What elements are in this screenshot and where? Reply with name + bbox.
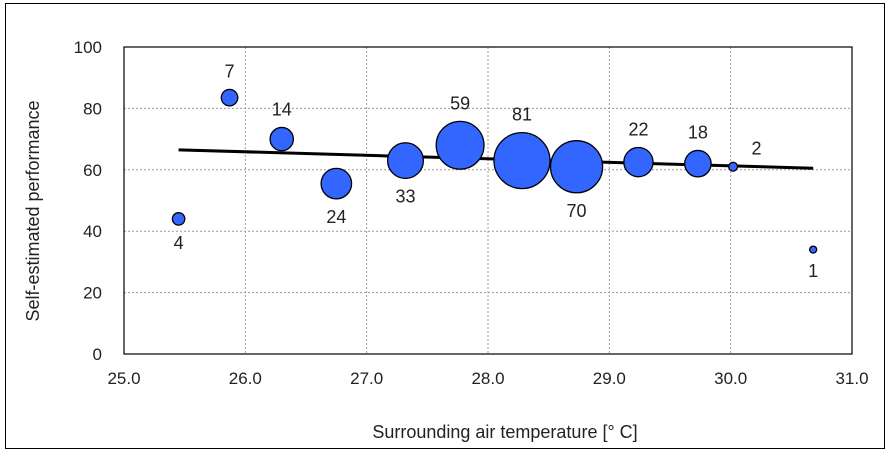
bubbles <box>171 88 818 254</box>
x-tick-label: 27.0 <box>350 369 383 388</box>
x-tick-label: 25.0 <box>107 369 140 388</box>
bubble-point <box>728 161 739 172</box>
bubble-data-label: 7 <box>225 61 235 81</box>
bubble-data-label: 1 <box>808 261 818 281</box>
x-tick-label: 31.0 <box>835 369 868 388</box>
y-tick-label: 20 <box>83 284 102 303</box>
bubble-data-label: 24 <box>326 207 346 227</box>
plot-area-border <box>123 46 853 355</box>
x-tick-label: 29.0 <box>593 369 626 388</box>
y-tick-label: 0 <box>93 345 102 364</box>
y-tick-label: 40 <box>83 222 102 241</box>
bubble-data-label: 4 <box>174 233 184 253</box>
x-axis-title: Surrounding air temperature [° C] <box>372 422 637 442</box>
bubble-data-label: 22 <box>628 120 648 140</box>
bubble-point <box>623 146 654 178</box>
bubble-point <box>171 212 186 226</box>
chart-frame <box>5 3 885 449</box>
axes: 25.0 26.0 27.0 28.0 29.0 30.0 31.0 0 20 40 60 80 100 <box>74 38 869 388</box>
bubble-data-label: 2 <box>751 139 761 159</box>
x-tick-label: 30.0 <box>714 369 747 388</box>
y-axis-title: Self-estimated performance <box>23 100 43 321</box>
bubble-data-label: 70 <box>567 201 587 221</box>
y-tick-label: 80 <box>83 99 102 118</box>
bubble-point <box>220 88 239 107</box>
bubble-point <box>809 245 818 254</box>
bubble-point <box>493 131 551 190</box>
bubble-point <box>320 167 353 200</box>
bubble-point <box>684 149 712 178</box>
x-tick-label: 26.0 <box>229 369 262 388</box>
bubble-data-label: 14 <box>272 99 292 119</box>
y-tick-label: 100 <box>74 38 102 57</box>
bubble-data-label: 81 <box>512 105 532 125</box>
bubble-data-label: 59 <box>450 93 470 113</box>
bubble-point <box>269 126 295 152</box>
y-tick-label: 60 <box>83 161 102 180</box>
data-labels: 4 7 14 24 33 59 81 70 22 18 2 1 <box>174 61 819 281</box>
bubble-data-label: 33 <box>395 186 415 206</box>
bubble-data-label: 18 <box>688 122 708 142</box>
bubble-point <box>386 142 425 180</box>
bubble-point <box>549 140 604 194</box>
x-tick-label: 28.0 <box>471 369 504 388</box>
bubble-point <box>435 120 485 170</box>
